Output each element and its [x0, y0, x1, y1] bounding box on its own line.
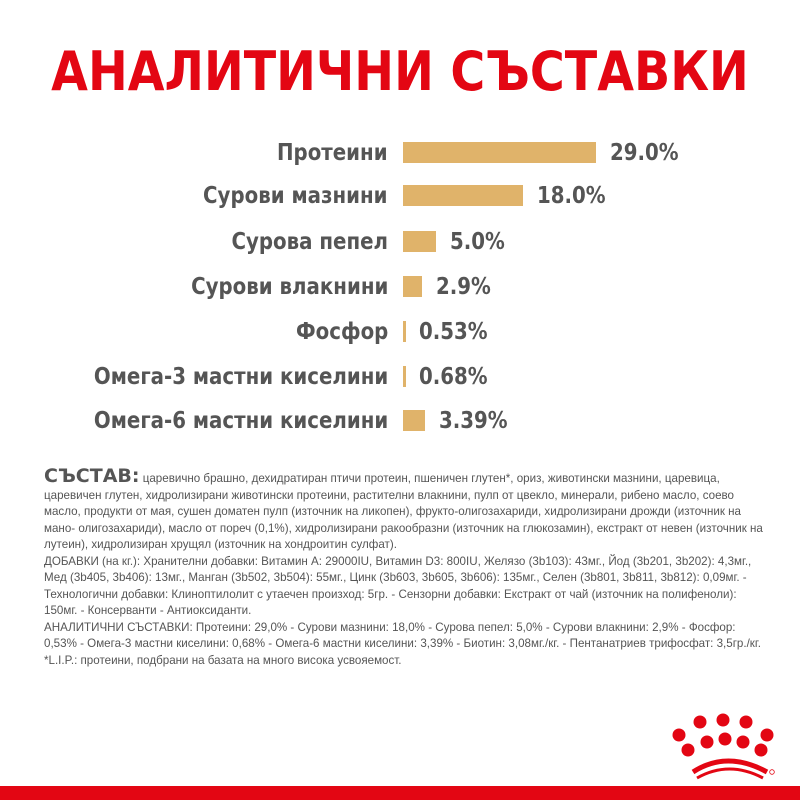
chart-row-fat: Сурови мазнини 18.0% [0, 183, 800, 209]
bar [403, 410, 425, 431]
bar [403, 231, 436, 252]
ingredients-paragraph: СЪСТАВ: царевично брашно, дехидратиран п… [44, 465, 764, 554]
nutrient-bar-chart: Протеини 29.0% Сурови мазнини 18.0% Суро… [0, 140, 800, 434]
row-value: 5.0% [450, 229, 505, 255]
row-label: Сурови влакнини [190, 274, 388, 300]
bar [403, 276, 422, 297]
row-value: 2.9% [436, 274, 491, 300]
row-label: Омега-3 мастни киселини [93, 364, 388, 390]
row-value: 0.68% [419, 364, 488, 390]
chart-row-omega3: Омега-3 мастни киселини 0.68% [0, 364, 800, 390]
footnote: *L.I.P.: протеини, подбрани на базата на… [44, 653, 402, 667]
analytical-paragraph: АНАЛИТИЧНИ СЪСТАВКИ: Протеини: 29,0% - С… [44, 620, 761, 651]
ingredients-text: царевично брашно, дехидратиран птичи про… [44, 472, 763, 551]
page-title: АНАЛИТИЧНИ СЪСТАВКИ [51, 40, 749, 103]
row-value: 0.53% [419, 319, 488, 345]
chart-row-ash: Сурова пепел 5.0% [0, 229, 800, 255]
chart-row-omega6: Омега-6 мастни киселини 3.39% [0, 408, 800, 434]
row-label: Протеини [277, 140, 388, 166]
composition-text: СЪСТАВ: царевично брашно, дехидратиран п… [44, 465, 764, 669]
bar [403, 185, 523, 206]
row-label: Омега-6 мастни киселини [93, 408, 388, 434]
row-value: 18.0% [537, 183, 606, 209]
chart-row-phosphorus: Фосфор 0.53% [0, 319, 800, 345]
row-label: Фосфор [295, 319, 388, 345]
row-label: Сурова пепел [231, 229, 388, 255]
additives-paragraph: ДОБАВКИ (на кг.): Хранителни добавки: Ви… [44, 554, 752, 618]
bar [403, 366, 406, 387]
chart-row-fibre: Сурови влакнини 2.9% [0, 274, 800, 300]
row-value: 29.0% [610, 140, 679, 166]
bar [403, 321, 406, 342]
royal-canin-crown-logo-icon [672, 713, 775, 780]
composition-heading: СЪСТАВ: [44, 465, 140, 487]
chart-row-protein: Протеини 29.0% [0, 140, 800, 166]
bottom-accent-bar [0, 786, 800, 800]
row-label: Сурови мазнини [203, 183, 388, 209]
row-value: 3.39% [439, 408, 508, 434]
bar [403, 142, 596, 163]
